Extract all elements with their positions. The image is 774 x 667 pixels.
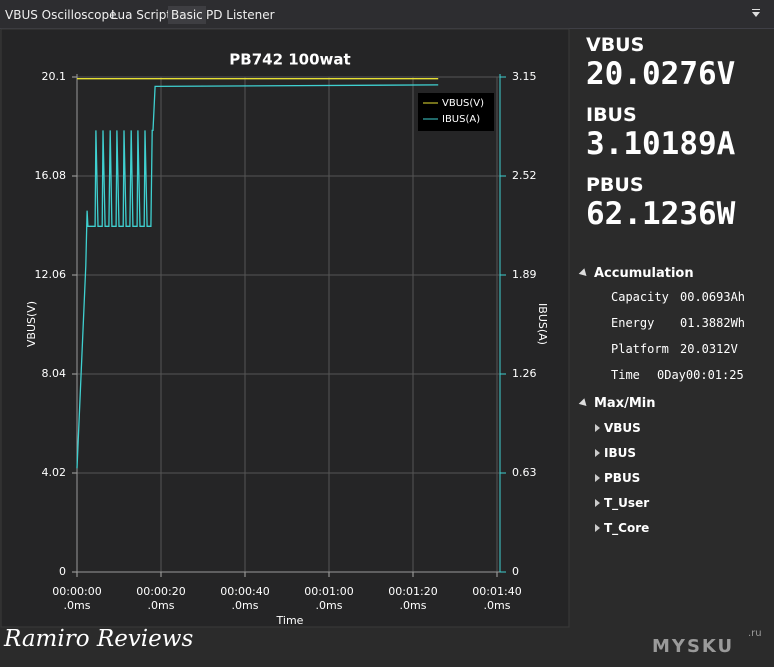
watermark: MYSKU — [652, 636, 735, 657]
reading-value: 3.10189A — [586, 126, 736, 162]
tab-bar: VBUS Oscilloscope Lua Script Basic PD Li… — [0, 0, 774, 29]
accumulation-label: Capacity — [611, 290, 669, 304]
y-tick-label: 16.08 — [35, 169, 67, 182]
side-panel: VBUS 20.0276V IBUS 3.10189A PBUS 62.1236… — [586, 34, 735, 244]
maxmin-label: PBUS — [604, 471, 641, 485]
tab[interactable]: Lua Script — [111, 8, 172, 22]
y-tick-label: 20.1 — [42, 70, 67, 83]
y-tick-label: 8.04 — [42, 367, 67, 380]
legend-label: IBUS(A) — [442, 114, 480, 125]
y-tick-label: 12.06 — [35, 268, 67, 281]
y-tick-label: 0 — [59, 565, 66, 578]
reading-label: IBUS — [586, 104, 637, 126]
x-tick-label: 00:01:40.0ms — [472, 585, 521, 612]
x-tick-label: 00:01:00.0ms — [304, 585, 353, 612]
tab[interactable]: VBUS Oscilloscope — [5, 8, 117, 22]
maxmin-label: T_Core — [604, 521, 650, 535]
legend-box — [418, 93, 494, 131]
accumulation-label: Energy — [611, 316, 655, 330]
accumulation-value: 01.3882Wh — [680, 316, 746, 330]
y2-axis-label: IBUS(A) — [536, 303, 549, 345]
maxmin-label: IBUS — [604, 446, 636, 460]
reading-value: 62.1236W — [586, 196, 736, 232]
x-tick-label: 00:00:40.0ms — [220, 585, 269, 612]
x-tick-label: 00:01:20.0ms — [388, 585, 437, 612]
legend-label: VBUS(V) — [442, 98, 484, 109]
y-axis-label: VBUS(V) — [25, 301, 38, 347]
series-line — [76, 84, 439, 469]
menu-button[interactable] — [752, 9, 760, 17]
tab[interactable]: PD Listener — [206, 8, 275, 22]
x-tick-label: 00:00:20.0ms — [136, 585, 185, 612]
section-title: Accumulation — [594, 266, 694, 281]
legend: VBUS(V) IBUS(A) — [418, 93, 494, 131]
chart-title: PB742 100wat — [229, 51, 350, 69]
watermark: .ru — [748, 628, 762, 639]
reading-label: PBUS — [586, 174, 644, 196]
maxmin-item[interactable]: PBUS — [595, 471, 640, 485]
chart: PB742 100wat Time VBUS(V) IBUS(A) 0 4.02 8… — [0, 28, 570, 628]
accumulation-value: 00.0693Ah — [680, 290, 746, 304]
accumulation-label: Time — [611, 368, 640, 382]
x-axis-label: Time — [276, 614, 304, 627]
y2-tick-label: 2.52 — [512, 169, 537, 182]
maxmin-label: VBUS — [604, 421, 641, 435]
maxmin-label: T_User — [604, 496, 650, 510]
maxmin-item[interactable]: VBUS — [595, 421, 641, 435]
accumulation-value: 0Day00:01:25 — [657, 368, 744, 382]
accumulation-label: Platform — [611, 342, 669, 356]
y2-tick-label: 0 — [512, 565, 519, 578]
maxmin-item[interactable]: IBUS — [595, 446, 636, 460]
maxmin-item[interactable]: T_User — [595, 496, 649, 510]
accumulation-header[interactable]: Accumulation — [578, 266, 694, 281]
y-tick-label: 4.02 — [42, 466, 67, 479]
plot-area: 0 4.02 8.04 12.06 16.08 20.1 0 0.63 1.26 1.89 2.52… — [35, 70, 537, 612]
accumulation-value: 20.0312V — [680, 342, 738, 356]
tab[interactable]: Basic — [168, 6, 206, 24]
section-title: Max/Min — [594, 396, 656, 411]
y2-tick-label: 0.63 — [512, 466, 537, 479]
y2-tick-label: 3.15 — [512, 70, 537, 83]
watermark: Ramiro Reviews — [4, 626, 194, 652]
maxmin-header[interactable]: Max/Min — [578, 396, 656, 411]
x-tick-label: 00:00:00.0ms — [52, 585, 101, 612]
reading-label: VBUS — [586, 34, 645, 56]
reading-value: 20.0276V — [586, 56, 736, 92]
y2-tick-label: 1.89 — [512, 268, 537, 281]
y2-tick-label: 1.26 — [512, 367, 537, 380]
maxmin-item[interactable]: T_Core — [595, 521, 649, 535]
